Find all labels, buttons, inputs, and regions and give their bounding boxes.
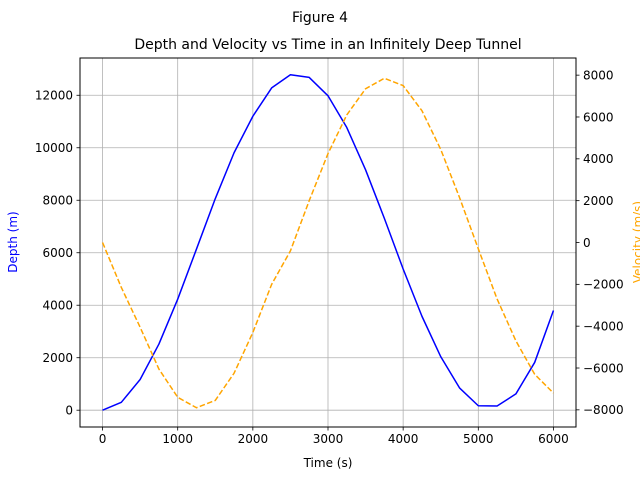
figure-suptitle: Figure 4 (292, 10, 348, 26)
right-tick-label: −4000 (583, 319, 624, 333)
series-lines (101, 74, 555, 411)
left-tick-label: 12000 (35, 89, 73, 103)
x-tick-label: 0 (99, 432, 107, 446)
left-tick-label: 8000 (42, 194, 73, 208)
left-tick-label: 4000 (42, 299, 73, 313)
x-tick-label: 6000 (538, 432, 569, 446)
right-axis-ticks: −8000 −6000 −4000 −2000 0 2000 4000 6000 8000 (576, 68, 624, 417)
right-tick-label: 2000 (583, 194, 614, 208)
right-tick-label: 4000 (583, 152, 614, 166)
right-tick-label: 6000 (583, 110, 614, 124)
x-axis-label: Time (s) (303, 456, 353, 470)
right-tick-label: −2000 (583, 278, 624, 292)
left-tick-label: 10000 (35, 141, 73, 155)
x-tick-label: 1000 (162, 432, 193, 446)
left-tick-label: 0 (65, 404, 73, 418)
chart-title: Depth and Velocity vs Time in an Infinit… (134, 37, 521, 53)
left-axis-ticks: 0 2000 4000 6000 8000 10000 12000 (35, 89, 80, 418)
depth-line (102, 74, 555, 411)
velocity-line (101, 77, 554, 409)
left-tick-label: 2000 (42, 351, 73, 365)
right-tick-label: −8000 (583, 403, 624, 417)
x-tick-label: 2000 (238, 432, 269, 446)
right-tick-label: −6000 (583, 361, 624, 375)
x-tick-label: 4000 (388, 432, 419, 446)
right-tick-label: 0 (583, 236, 591, 250)
right-tick-label: 8000 (583, 68, 614, 82)
right-axis-label: Velocity (m/s) (631, 201, 640, 283)
x-tick-label: 3000 (313, 432, 344, 446)
grid (80, 58, 576, 427)
left-axis-label: Depth (m) (6, 211, 20, 272)
x-axis-ticks: 0 1000 2000 3000 4000 5000 6000 (99, 427, 569, 446)
left-tick-label: 6000 (42, 246, 73, 260)
x-tick-label: 5000 (463, 432, 494, 446)
